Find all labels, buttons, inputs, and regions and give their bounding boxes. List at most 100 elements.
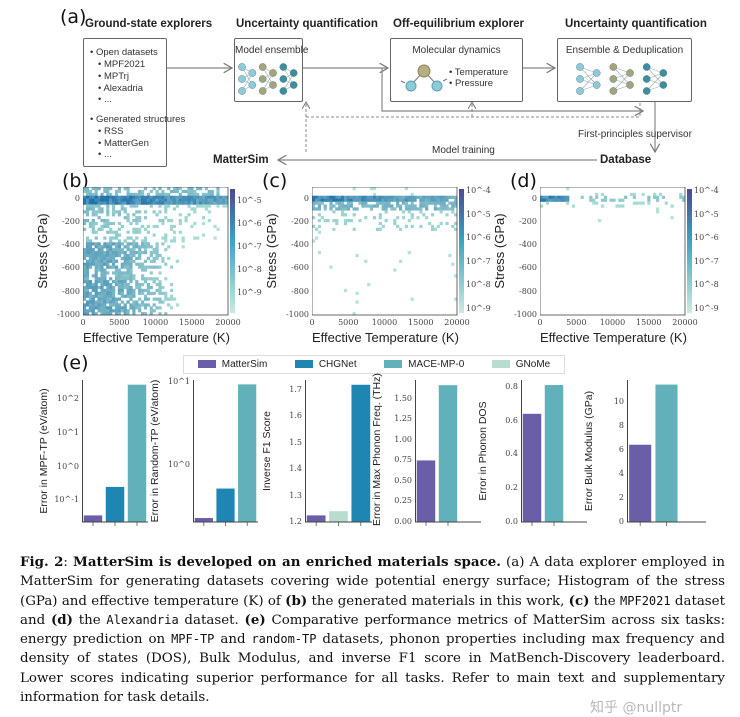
heatmap-cell <box>164 233 168 237</box>
heatmap-cell <box>155 198 159 202</box>
heatmap-cell <box>120 288 124 293</box>
x-tick-label: 5000 <box>566 318 587 327</box>
heatmap-cell <box>442 195 446 199</box>
heatmap-cell <box>358 219 362 223</box>
heatmap-cell <box>94 271 98 275</box>
heatmap-cell <box>85 274 90 278</box>
heatmap-cell <box>123 262 127 266</box>
heatmap-cell <box>146 224 150 229</box>
y-tick-label: 1.5 <box>289 437 302 447</box>
heatmap-cell <box>103 201 107 205</box>
heatmap-cell <box>126 283 130 287</box>
heatmap-cell <box>152 198 156 202</box>
y-tick-label: 1.00 <box>394 434 412 444</box>
heatmap-cell <box>161 189 165 194</box>
heatmap-cell <box>126 230 130 234</box>
heatmap-cell <box>106 306 110 310</box>
heatmap-cell <box>94 291 98 295</box>
heatmap-cell <box>439 195 443 199</box>
heatmap-cell <box>112 288 116 293</box>
heatmap-cell <box>106 198 110 202</box>
heatmap-cell <box>430 213 435 217</box>
heatmap-cell <box>653 195 657 199</box>
heatmap-cell <box>396 195 400 199</box>
heatmap-cell <box>352 195 356 199</box>
heatmap-cell <box>196 195 200 199</box>
heatmap-cell <box>390 198 394 202</box>
mattersim-label: MatterSim <box>213 154 269 166</box>
heatmap-cell <box>117 285 121 290</box>
heatmap-cell <box>100 285 104 290</box>
heatmap-cell <box>404 195 408 199</box>
heatmap-cell <box>615 204 619 208</box>
heatmap-cell <box>393 219 397 223</box>
heatmap-cell <box>181 195 185 199</box>
heatmap-cell <box>117 268 121 272</box>
heatmap-cell <box>126 216 130 220</box>
heatmap-cell <box>352 187 356 191</box>
heatmap-cell <box>317 224 321 229</box>
heatmap-cell <box>187 201 191 205</box>
heatmap-cell <box>103 259 107 263</box>
heatmap-cell <box>184 216 188 220</box>
heatmap-cell <box>85 187 90 191</box>
heatmap-cell <box>132 204 136 208</box>
heatmap-cell <box>219 195 223 199</box>
heatmap-cell <box>109 221 113 226</box>
heatmap-cell <box>91 294 95 298</box>
heatmap-cell <box>85 268 90 272</box>
heatmap-cell <box>126 268 130 272</box>
heatmap-cell <box>193 201 197 205</box>
heatmap-cell <box>320 198 324 202</box>
heatmap-cell <box>428 195 432 199</box>
heatmap-cell <box>621 204 625 208</box>
legend-label: CHGNet <box>318 359 357 370</box>
item-more: • ... <box>98 94 112 105</box>
heatmap-cell <box>117 221 121 226</box>
heatmap-cell <box>146 230 150 234</box>
heatmap-cell <box>595 195 599 199</box>
heatmap-cell <box>138 248 142 252</box>
heatmap-cell <box>112 198 116 202</box>
heatmap-cell <box>425 204 429 208</box>
heatmap-cell <box>317 198 321 202</box>
legend-label: GNoMe <box>515 359 551 370</box>
heatmap-cell <box>571 204 576 208</box>
heatmap-cell <box>548 195 552 199</box>
x-axis-label: Effective Temperature (K) <box>312 330 459 345</box>
heatmap-cell <box>88 294 92 298</box>
heatmap-cell <box>355 198 359 202</box>
heatmap-cell <box>88 245 92 249</box>
heatmap-cell <box>164 216 168 220</box>
heatmap-cell <box>323 195 327 199</box>
y-tick-label: 4 <box>618 468 624 478</box>
heatmap-cell <box>85 245 90 249</box>
heatmap-cell <box>312 204 316 208</box>
heatmap-cell <box>638 201 642 205</box>
heatmap-cell <box>335 219 339 223</box>
heatmap-cell <box>545 195 549 199</box>
heatmap-cell <box>106 285 110 290</box>
heatmap-cell <box>112 265 116 269</box>
heatmap-cell <box>329 207 333 211</box>
heatmap-cell <box>132 230 136 234</box>
heatmap-cell <box>143 245 148 249</box>
heatmap-cell <box>100 303 104 307</box>
heatmap-cell <box>103 277 107 281</box>
heatmap-cell <box>114 297 119 301</box>
heatmap-cell <box>112 207 116 211</box>
heatmap-cell <box>439 198 443 202</box>
x-tick-label: 20000 <box>444 318 470 327</box>
heatmap-cell <box>132 213 136 217</box>
heatmap-cell <box>88 265 92 269</box>
heatmap-cell <box>109 285 113 290</box>
heatmap-cell <box>210 192 214 197</box>
heatmap-cell <box>175 195 179 199</box>
heatmap-cell <box>109 283 113 287</box>
heatmap-cell <box>106 256 110 261</box>
heatmap-cell <box>88 224 92 229</box>
heatmap-cell <box>123 294 127 298</box>
heatmap-cell <box>317 230 321 234</box>
plot-frame <box>83 187 229 316</box>
heatmap-cell <box>670 216 674 220</box>
